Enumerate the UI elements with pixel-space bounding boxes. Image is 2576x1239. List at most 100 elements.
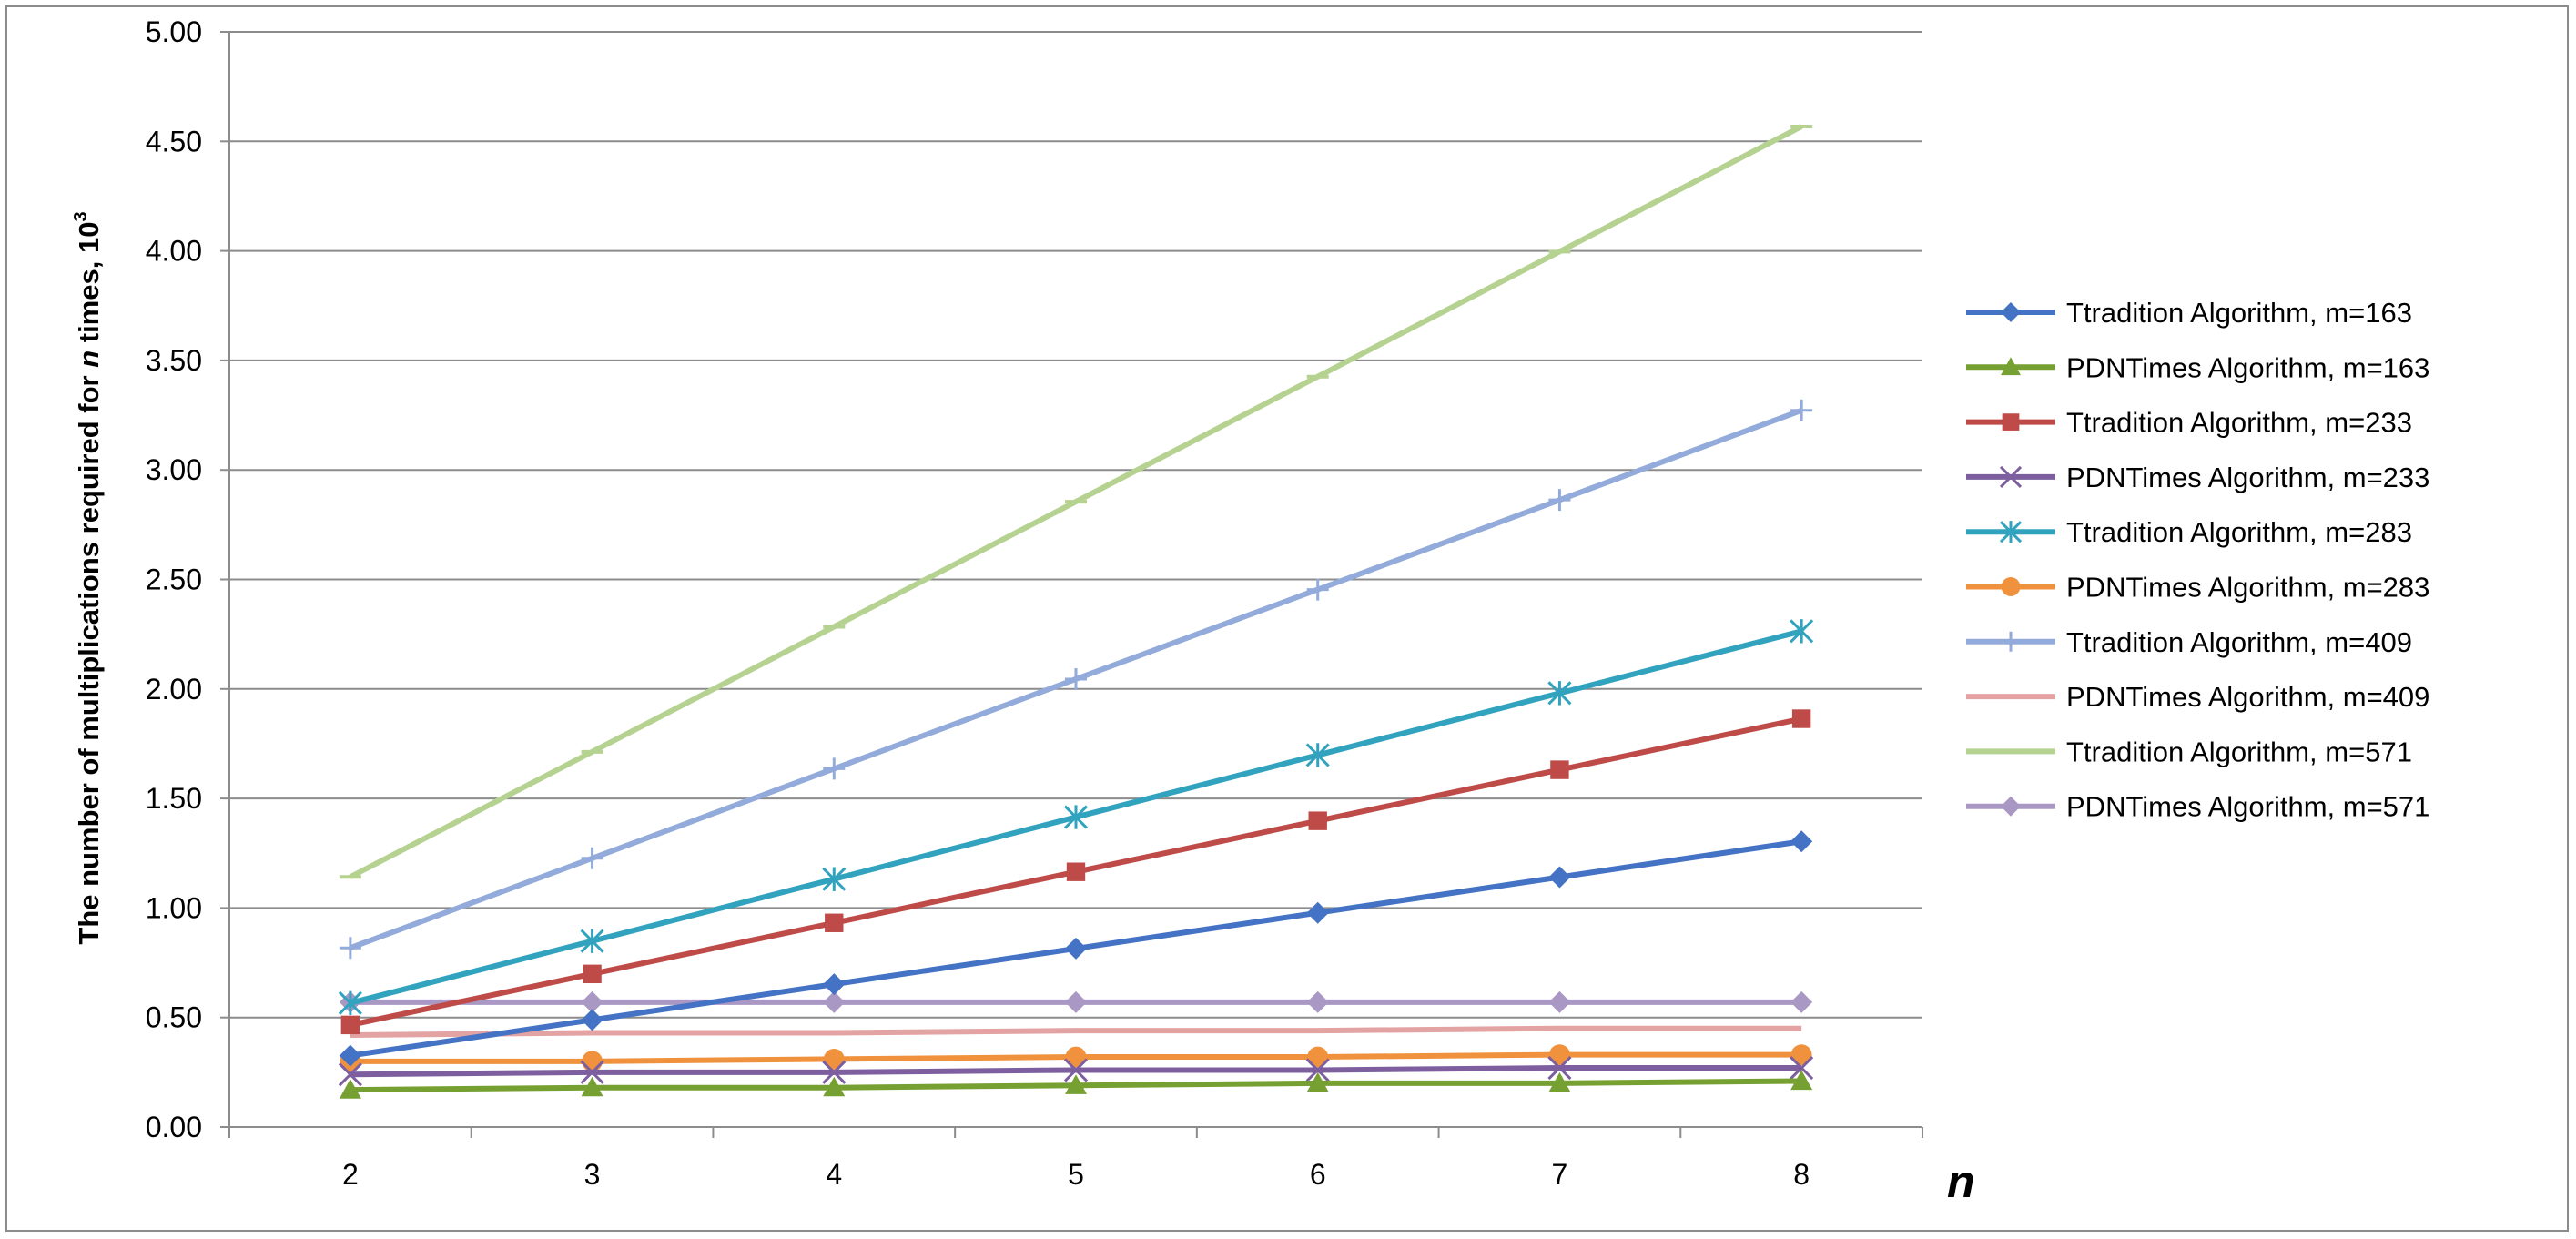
- axes: [220, 31, 1923, 1138]
- series-lines: [338, 124, 1814, 1099]
- data-point-marker: [823, 1049, 845, 1070]
- data-point-marker: [1550, 760, 1569, 779]
- series-8: [350, 1025, 1802, 1038]
- data-point-marker: [1548, 489, 1571, 512]
- data-point-marker: [1791, 709, 1811, 728]
- x-tick-label: 3: [584, 1158, 601, 1191]
- data-point-marker: [1306, 901, 1329, 924]
- data-point-marker: [339, 1079, 361, 1099]
- y-axis-label: The number of multiplications required f…: [71, 211, 105, 944]
- legend-marker: [1999, 465, 2023, 488]
- data-point-marker: [583, 964, 602, 984]
- chart-frame: 0.00 0.50 1.00 1.50 2.00 2.50 3.00 3.50 4.00 4.50…: [5, 5, 2569, 1232]
- legend-label: PDNTimes Algorithm, m=283: [2066, 572, 2429, 604]
- data-point-marker: [581, 847, 603, 869]
- x-tick-label: 5: [1068, 1158, 1084, 1191]
- data-point-marker: [1790, 619, 1814, 644]
- data-point-marker: [339, 937, 361, 960]
- data-point-marker: [580, 1060, 604, 1084]
- legend-label: PDNTimes Algorithm, m=233: [2066, 462, 2429, 493]
- legend-label: PDNTimes Algorithm, m=409: [2066, 681, 2429, 713]
- series-3: [340, 709, 1811, 1035]
- data-point-marker: [1066, 862, 1086, 881]
- y-tick-label: 2.50: [146, 564, 202, 596]
- series-2: [339, 1070, 1813, 1099]
- series-9: [339, 124, 1813, 879]
- data-point-marker: [1305, 743, 1330, 767]
- legend-marker: [2001, 577, 2021, 596]
- data-point-marker: [1790, 1070, 1813, 1091]
- data-point-marker: [1306, 1071, 1329, 1092]
- series-5: [338, 619, 1814, 1016]
- legend-item: Ttradition Algorithm, m=163: [1966, 297, 2412, 329]
- legend-item: PDNTimes Algorithm, m=571: [1966, 791, 2429, 823]
- legend-marker: [2001, 302, 2021, 322]
- data-point-marker: [338, 990, 362, 1016]
- data-point-marker: [1306, 990, 1329, 1013]
- data-point-marker: [1790, 1044, 1812, 1066]
- series-4: [338, 1055, 1814, 1087]
- legend-label: Ttradition Algorithm, m=571: [2066, 736, 2412, 767]
- data-point-marker: [581, 1076, 603, 1097]
- data-point-marker: [1790, 990, 1813, 1013]
- legend-marker: [2001, 357, 2021, 376]
- data-point-marker: [1065, 990, 1087, 1013]
- legend-marker: [2001, 796, 2021, 817]
- data-point-marker: [823, 1076, 846, 1097]
- y-tick-label: 4.50: [146, 125, 202, 157]
- data-point-marker: [1308, 811, 1327, 830]
- data-point-marker: [581, 1009, 603, 1031]
- y-axis-label-superscript: 3: [71, 211, 91, 221]
- data-point-marker: [339, 1044, 361, 1067]
- data-point-marker: [1790, 399, 1813, 421]
- legend-marker: [2002, 413, 2020, 431]
- data-point-marker: [823, 990, 846, 1013]
- y-tick-label: 4.00: [146, 235, 202, 268]
- x-tick-label: 8: [1793, 1158, 1810, 1191]
- data-point-marker: [822, 1060, 847, 1084]
- data-point-marker: [1548, 990, 1571, 1013]
- legend-label: Ttradition Algorithm, m=163: [2066, 297, 2412, 329]
- data-point-marker: [582, 1051, 603, 1072]
- data-point-marker: [580, 929, 604, 953]
- legend-item: Ttradition Algorithm, m=409: [1966, 626, 2412, 658]
- legend-item: PDNTimes Algorithm, m=409: [1966, 681, 2429, 713]
- x-tick-labels: 2 3 4 5 6 7 8: [342, 1158, 1810, 1191]
- data-point-marker: [1790, 1055, 1814, 1081]
- y-tick-label: 1.00: [146, 891, 202, 924]
- data-point-marker: [340, 1015, 360, 1035]
- x-tick-label: 6: [1310, 1158, 1326, 1191]
- legend-label: Ttradition Algorithm, m=283: [2066, 516, 2412, 548]
- data-point-marker: [1307, 1046, 1329, 1068]
- legend-marker: [1999, 521, 2023, 543]
- data-point-marker: [1305, 1058, 1330, 1082]
- legend-label: Ttradition Algorithm, m=233: [2066, 407, 2412, 439]
- data-point-marker: [1306, 578, 1329, 601]
- series-line: [350, 1025, 1802, 1038]
- series-10: [339, 990, 1813, 1013]
- y-tick-label: 3.00: [146, 453, 202, 486]
- y-tick-label: 3.50: [146, 344, 202, 377]
- data-point-marker: [1547, 1055, 1572, 1081]
- y-tick-label: 5.00: [146, 15, 202, 48]
- y-tick-label: 1.50: [146, 782, 202, 815]
- x-tick-label: 2: [342, 1158, 359, 1191]
- data-point-marker: [1548, 866, 1571, 889]
- y-axis-label-italic: n: [73, 350, 105, 368]
- data-point-marker: [825, 913, 844, 932]
- legend-item: PDNTimes Algorithm, m=283: [1966, 572, 2429, 604]
- data-point-marker: [1065, 937, 1087, 960]
- data-point-marker: [823, 757, 846, 780]
- data-point-marker: [338, 1062, 362, 1087]
- data-point-marker: [581, 990, 603, 1013]
- legend: Ttradition Algorithm, m=163 PDNTimes Algo…: [1966, 297, 2429, 823]
- line-chart: 0.00 0.50 1.00 1.50 2.00 2.50 3.00 3.50 4.00 4.50…: [71, 15, 2429, 1207]
- data-point-marker: [1548, 1071, 1571, 1092]
- y-tick-label: 0.50: [146, 1001, 202, 1034]
- series-7: [339, 399, 1813, 960]
- y-axis-label-prefix: The number of multiplications required f…: [73, 368, 105, 945]
- y-tick-label: 2.00: [146, 673, 202, 706]
- legend-label: PDNTimes Algorithm, m=163: [2066, 351, 2429, 383]
- y-tick-labels: 0.00 0.50 1.00 1.50 2.00 2.50 3.00 3.50 4.00 4.50…: [146, 15, 202, 1143]
- data-point-marker: [822, 867, 847, 891]
